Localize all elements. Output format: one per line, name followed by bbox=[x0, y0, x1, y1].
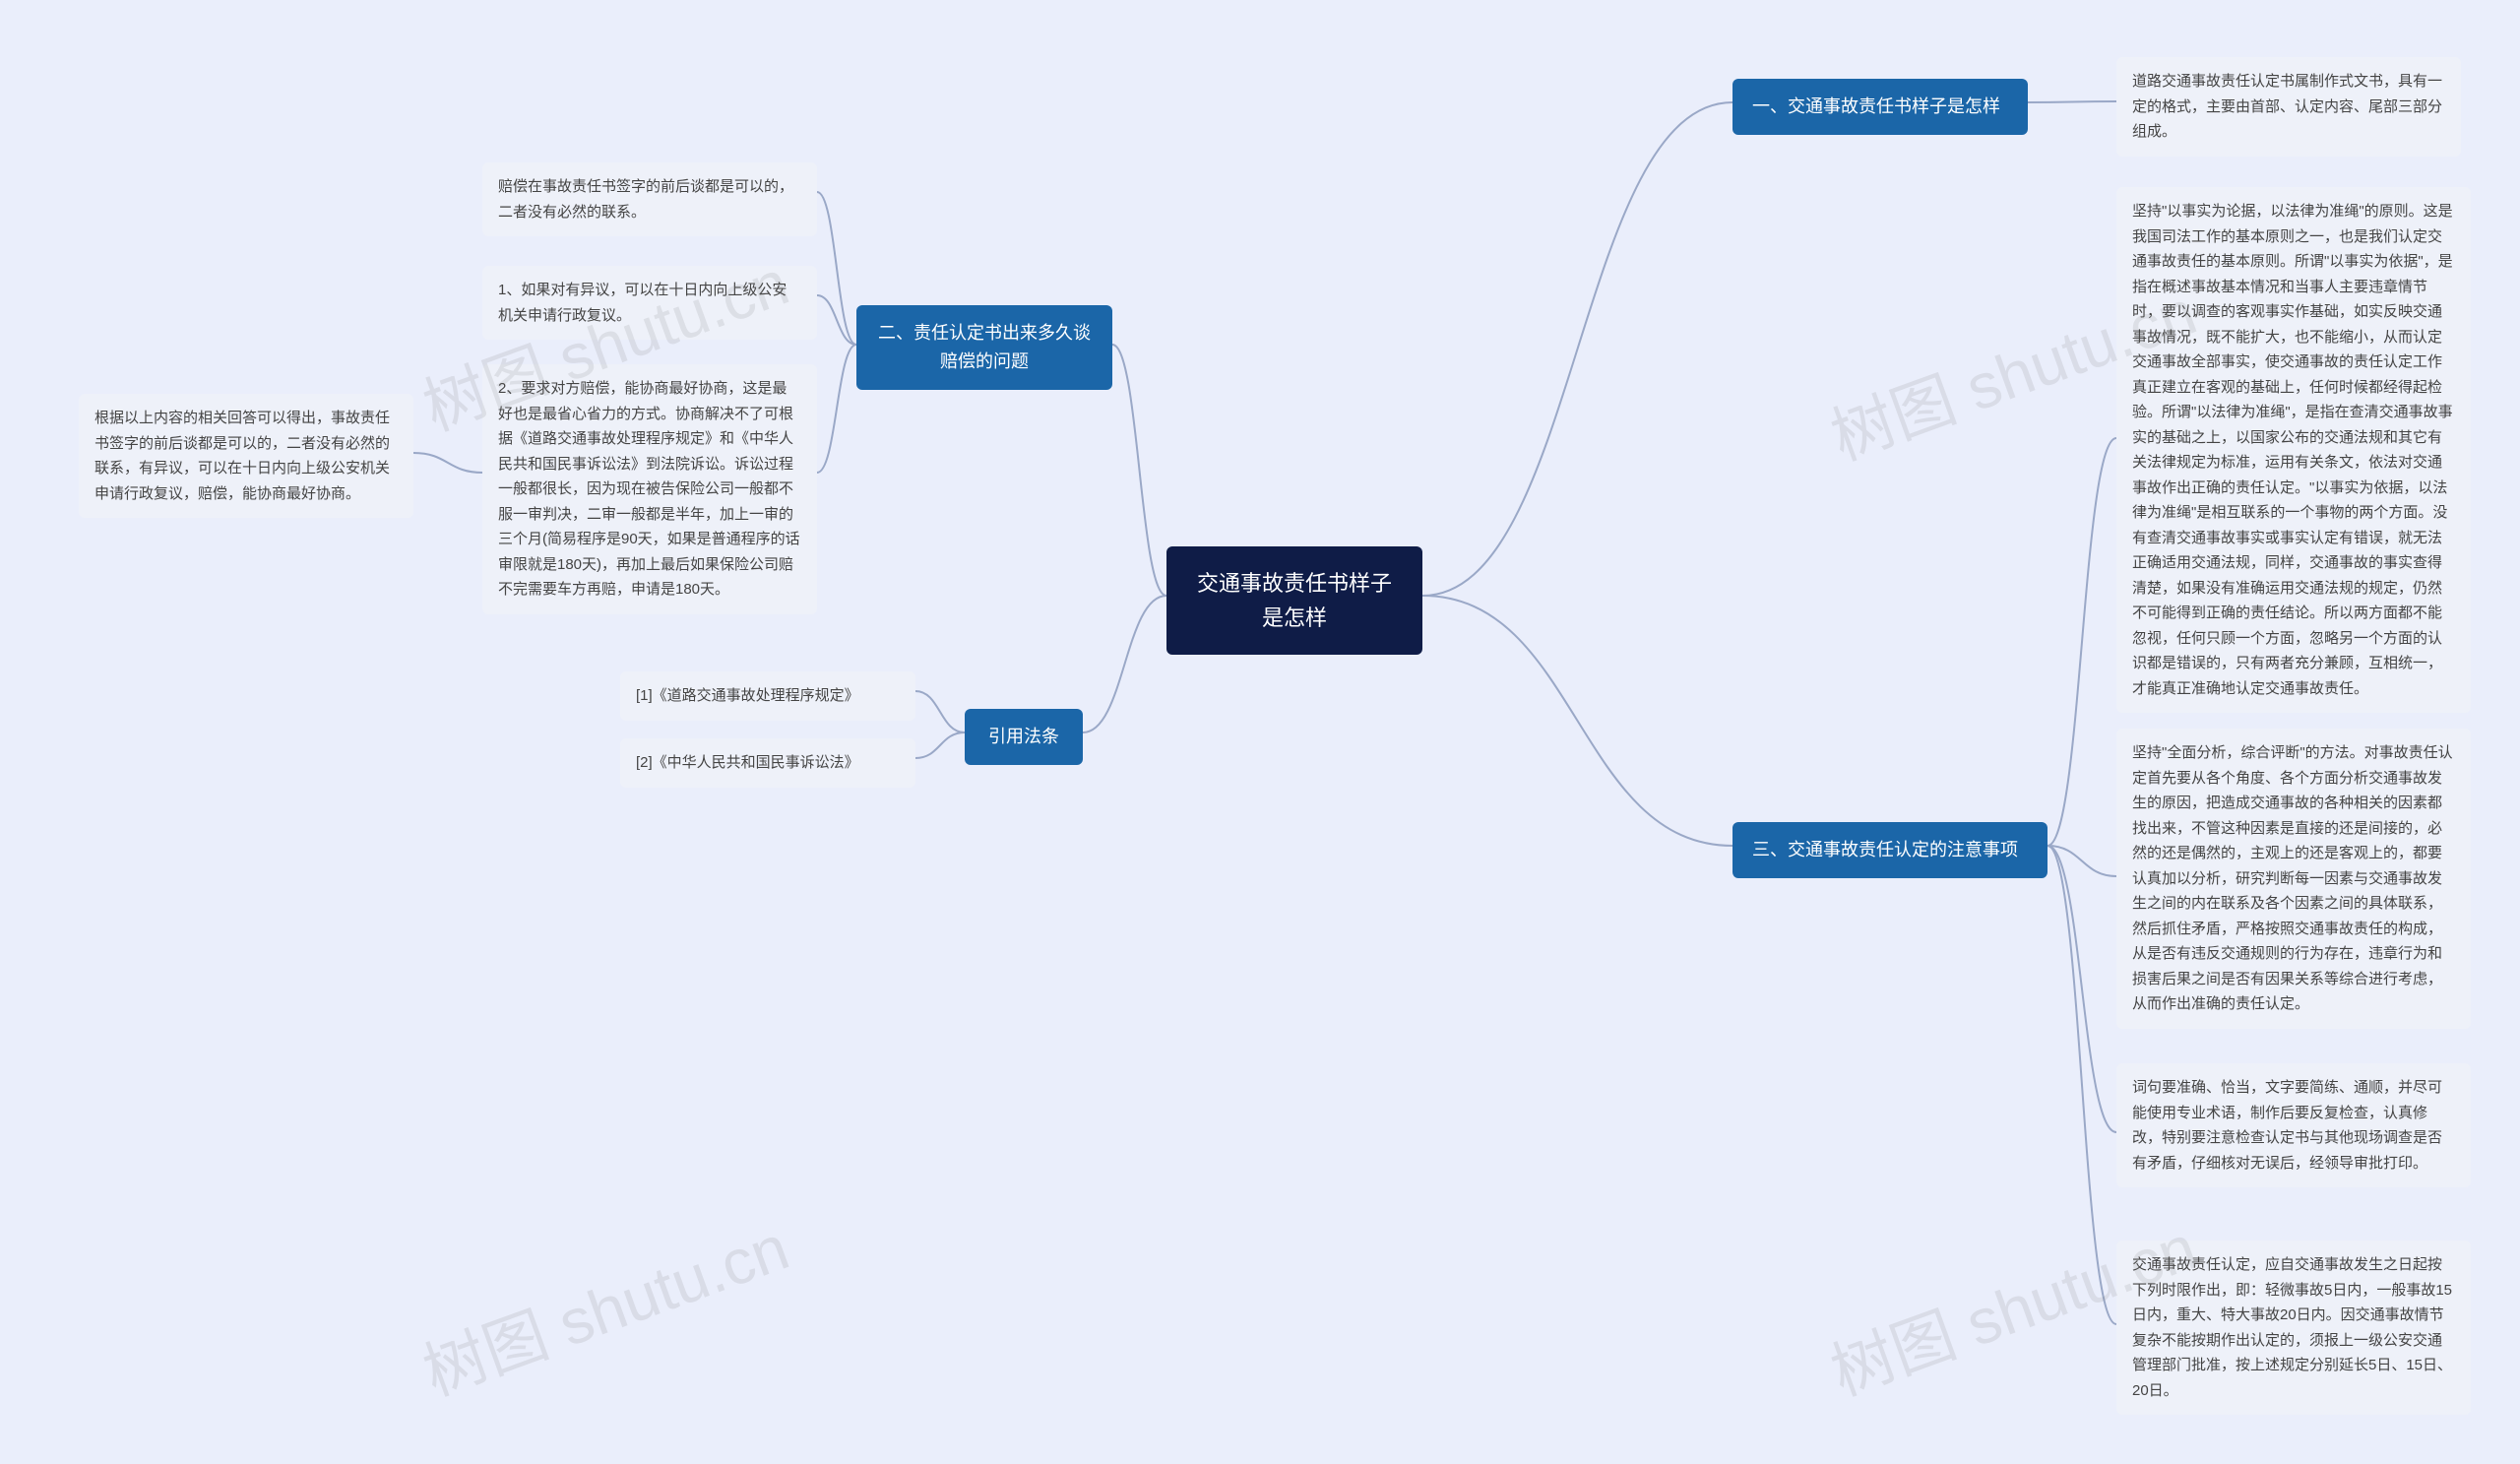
watermark: 树图 shutu.cn bbox=[410, 1197, 799, 1413]
leaf-lref-0: [1]《道路交通事故处理程序规定》 bbox=[620, 671, 915, 721]
leaf-l2-2-0: 根据以上内容的相关回答可以得出，事故责任书签字的前后谈都是可以的，二者没有必然的… bbox=[79, 394, 413, 518]
leaf-l2-0: 赔偿在事故责任书签字的前后谈都是可以的，二者没有必然的联系。 bbox=[482, 162, 817, 236]
branch-lref[interactable]: 引用法条 bbox=[965, 709, 1083, 765]
branch-l2[interactable]: 二、责任认定书出来多久谈赔偿的问题 bbox=[856, 305, 1112, 390]
leaf-r3-3: 交通事故责任认定，应自交通事故发生之日起按下列时限作出，即：轻微事故5日内，一般… bbox=[2116, 1241, 2471, 1415]
leaf-r3-2: 词句要准确、恰当，文字要简练、通顺，并尽可能使用专业术语，制作后要反复检查，认真… bbox=[2116, 1063, 2471, 1187]
leaf-l2-1: 1、如果对有异议，可以在十日内向上级公安机关申请行政复议。 bbox=[482, 266, 817, 340]
leaf-r3-0: 坚持"以事实为论据，以法律为准绳"的原则。这是我国司法工作的基本原则之一，也是我… bbox=[2116, 187, 2471, 713]
branch-r3[interactable]: 三、交通事故责任认定的注意事项 bbox=[1732, 822, 2048, 878]
leaf-r1-0: 道路交通事故责任认定书属制作式文书，具有一定的格式，主要由首部、认定内容、尾部三… bbox=[2116, 57, 2461, 157]
leaf-r3-1: 坚持"全面分析，综合评断"的方法。对事故责任认定首先要从各个角度、各个方面分析交… bbox=[2116, 729, 2471, 1029]
branch-r1[interactable]: 一、交通事故责任书样子是怎样 bbox=[1732, 79, 2028, 135]
leaf-l2-2: 2、要求对方赔偿，能协商最好协商，这是最好也是最省心省力的方式。协商解决不了可根… bbox=[482, 364, 817, 614]
center-topic[interactable]: 交通事故责任书样子是怎样 bbox=[1166, 546, 1422, 655]
leaf-lref-1: [2]《中华人民共和国民事诉讼法》 bbox=[620, 738, 915, 788]
